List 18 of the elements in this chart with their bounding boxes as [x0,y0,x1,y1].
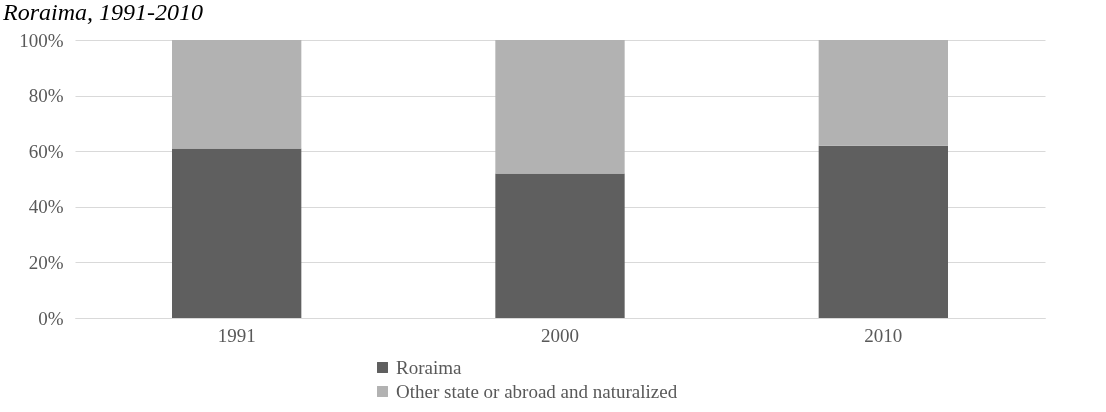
legend-label: Roraima [396,356,462,378]
y-tick-label: 20% [28,251,64,273]
chart-title: Roraima, 1991-2010 [2,0,203,25]
x-tick-label: 2010 [864,324,903,346]
x-tick-label: 2000 [541,324,579,346]
bar [172,148,302,318]
y-tick-label: 60% [28,140,64,162]
y-tick-label: 80% [28,85,64,107]
bar [818,145,948,318]
y-tick-label: 40% [28,196,64,218]
bar [172,40,302,149]
legend-label: Other state or abroad and naturalized [396,380,678,402]
y-tick-label: 0% [38,307,64,329]
bar [818,40,948,146]
x-tick-label: 1991 [217,324,256,346]
bar [495,40,625,174]
bar [495,173,625,318]
y-tick-label: 100% [19,29,64,51]
